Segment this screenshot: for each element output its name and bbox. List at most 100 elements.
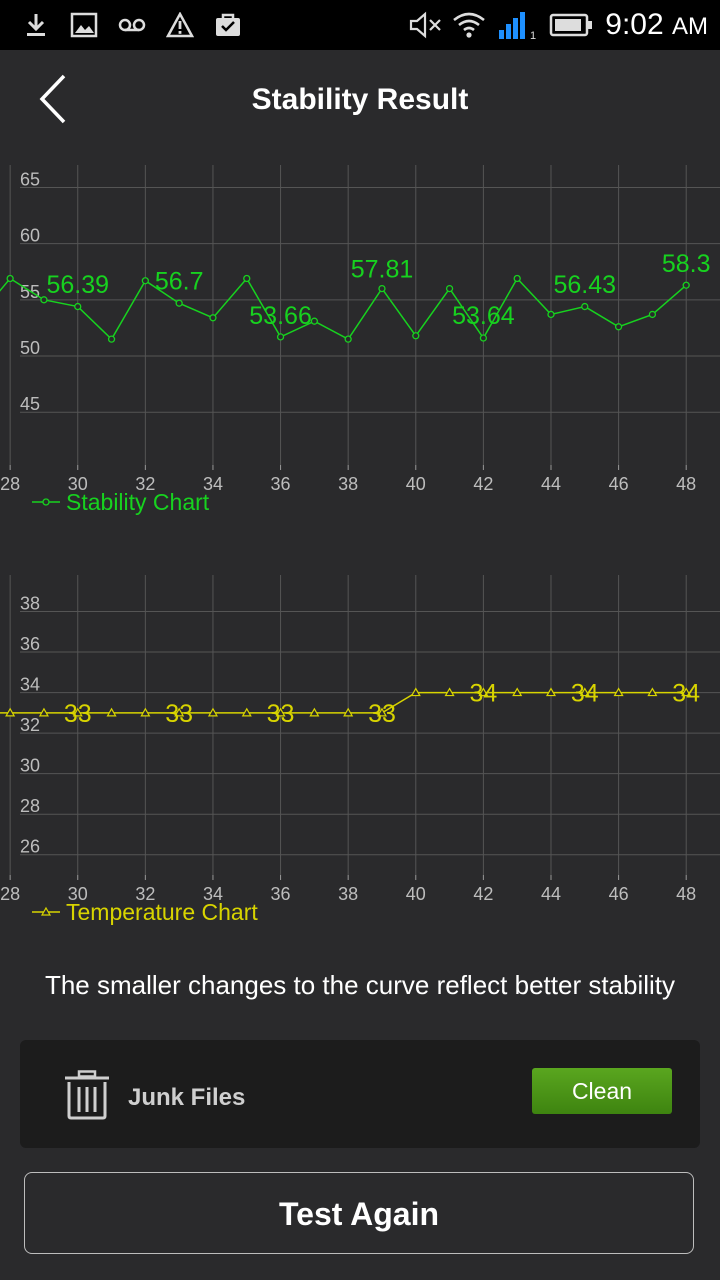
data-point — [38, 707, 49, 717]
test-again-button[interactable]: Test Again — [24, 1172, 694, 1254]
x-tick-label: 44 — [541, 884, 561, 904]
legend-marker — [42, 498, 50, 506]
x-tick-label: 32 — [135, 884, 155, 904]
x-tick-label: 36 — [271, 884, 291, 904]
series-line — [0, 277, 687, 341]
wifi-icon — [450, 0, 488, 50]
data-point — [275, 707, 286, 717]
data-point — [276, 333, 285, 341]
data-point — [376, 707, 388, 717]
data-point — [581, 302, 589, 311]
y-tick-label: 26 — [20, 837, 40, 857]
data-label: 34 — [469, 680, 497, 708]
sim-number: 1 — [530, 30, 536, 40]
x-tick-label: 40 — [406, 884, 426, 904]
data-point — [681, 687, 692, 697]
data-point — [479, 334, 488, 342]
y-tick-label: 32 — [20, 715, 40, 735]
data-label: 53.64 — [452, 302, 515, 330]
stability-chart: 28 30 32 34 36 38 40 42 44 46 48 45 50 55 60 65 56.39 56.… — [0, 150, 720, 530]
x-tick-label: 46 — [609, 884, 629, 904]
signal-icon: 1 — [494, 0, 538, 50]
temperature-chart-svg: 28 30 32 34 36 38 40 42 44 46 48 26 28 30 32 34 36 38 33 33… — [0, 575, 720, 925]
data-point — [410, 687, 421, 697]
battery-icon — [548, 0, 594, 50]
data-point — [545, 687, 557, 697]
junk-files-card: Junk Files Clean — [20, 1040, 700, 1148]
chevron-left-icon — [39, 74, 66, 124]
y-tick-label: 36 — [20, 634, 40, 654]
legend-label: Temperature Chart — [66, 899, 258, 925]
stability-hint-text: The smaller changes to the curve reflect… — [44, 970, 676, 1000]
data-point — [243, 274, 251, 283]
briefcase-check-icon — [212, 0, 244, 50]
data-point — [140, 707, 151, 717]
data-label: 33 — [165, 700, 193, 728]
data-point — [72, 707, 83, 717]
data-point — [209, 314, 217, 322]
download-icon — [22, 0, 50, 50]
data-point — [647, 687, 658, 697]
status-bar: 1 9:02 AM — [0, 0, 720, 50]
y-tick-label: 28 — [20, 796, 40, 816]
mute-icon — [406, 0, 446, 50]
x-tick-label: 48 — [676, 474, 696, 494]
app-header: Stability Result — [0, 50, 720, 150]
warning-icon — [164, 0, 196, 50]
data-point — [174, 707, 185, 717]
y-tick-label: 30 — [20, 756, 40, 776]
data-point — [175, 299, 183, 307]
data-point — [141, 277, 150, 285]
data-label: 34 — [571, 680, 599, 708]
x-tick-label: 38 — [338, 884, 358, 904]
data-label: 58.3 — [662, 250, 711, 278]
data-point — [648, 310, 657, 319]
x-tick-label: 34 — [203, 884, 223, 904]
clock: 9:02 AM — [605, 8, 708, 41]
y-tick-label: 65 — [20, 169, 40, 189]
data-point — [309, 707, 320, 717]
data-point — [207, 707, 218, 717]
data-point — [378, 284, 386, 293]
data-point — [344, 335, 352, 343]
x-tick-label: 30 — [68, 474, 88, 494]
data-point — [343, 707, 354, 717]
series-line — [0, 691, 687, 714]
x-tick-label: 44 — [541, 474, 561, 494]
data-point — [513, 274, 521, 283]
junk-files-label: Junk Files — [128, 1084, 246, 1111]
data-point — [614, 323, 623, 331]
x-tick-label: 38 — [338, 474, 358, 494]
data-point — [512, 687, 523, 697]
trash-icon — [64, 1070, 110, 1120]
data-label: 57.81 — [351, 255, 414, 283]
legend-marker — [40, 906, 52, 916]
data-label: 33 — [368, 700, 396, 728]
legend-label: Stability Chart — [66, 489, 210, 515]
data-label: 56.7 — [155, 268, 204, 296]
image-icon — [68, 0, 100, 50]
data-point — [444, 687, 455, 697]
data-point — [547, 310, 555, 319]
x-tick-label: 28 — [0, 884, 20, 904]
back-button[interactable] — [28, 72, 78, 128]
x-tick-label: 28 — [0, 474, 20, 494]
x-tick-label: 34 — [203, 474, 223, 494]
data-point — [241, 707, 252, 717]
y-tick-label: 45 — [20, 394, 40, 414]
data-point — [682, 281, 690, 289]
page-title: Stability Result — [251, 83, 469, 116]
data-point — [445, 284, 454, 293]
data-point — [613, 687, 624, 697]
x-tick-label: 40 — [406, 474, 426, 494]
x-tick-label: 42 — [473, 474, 493, 494]
data-label: 53.66 — [249, 302, 312, 330]
y-tick-label: 34 — [20, 675, 40, 695]
data-point — [412, 332, 420, 340]
data-point — [579, 687, 590, 697]
x-tick-label: 46 — [609, 474, 629, 494]
x-tick-label: 36 — [271, 474, 291, 494]
clean-button[interactable]: Clean — [532, 1068, 672, 1114]
y-tick-label: 38 — [20, 593, 40, 613]
